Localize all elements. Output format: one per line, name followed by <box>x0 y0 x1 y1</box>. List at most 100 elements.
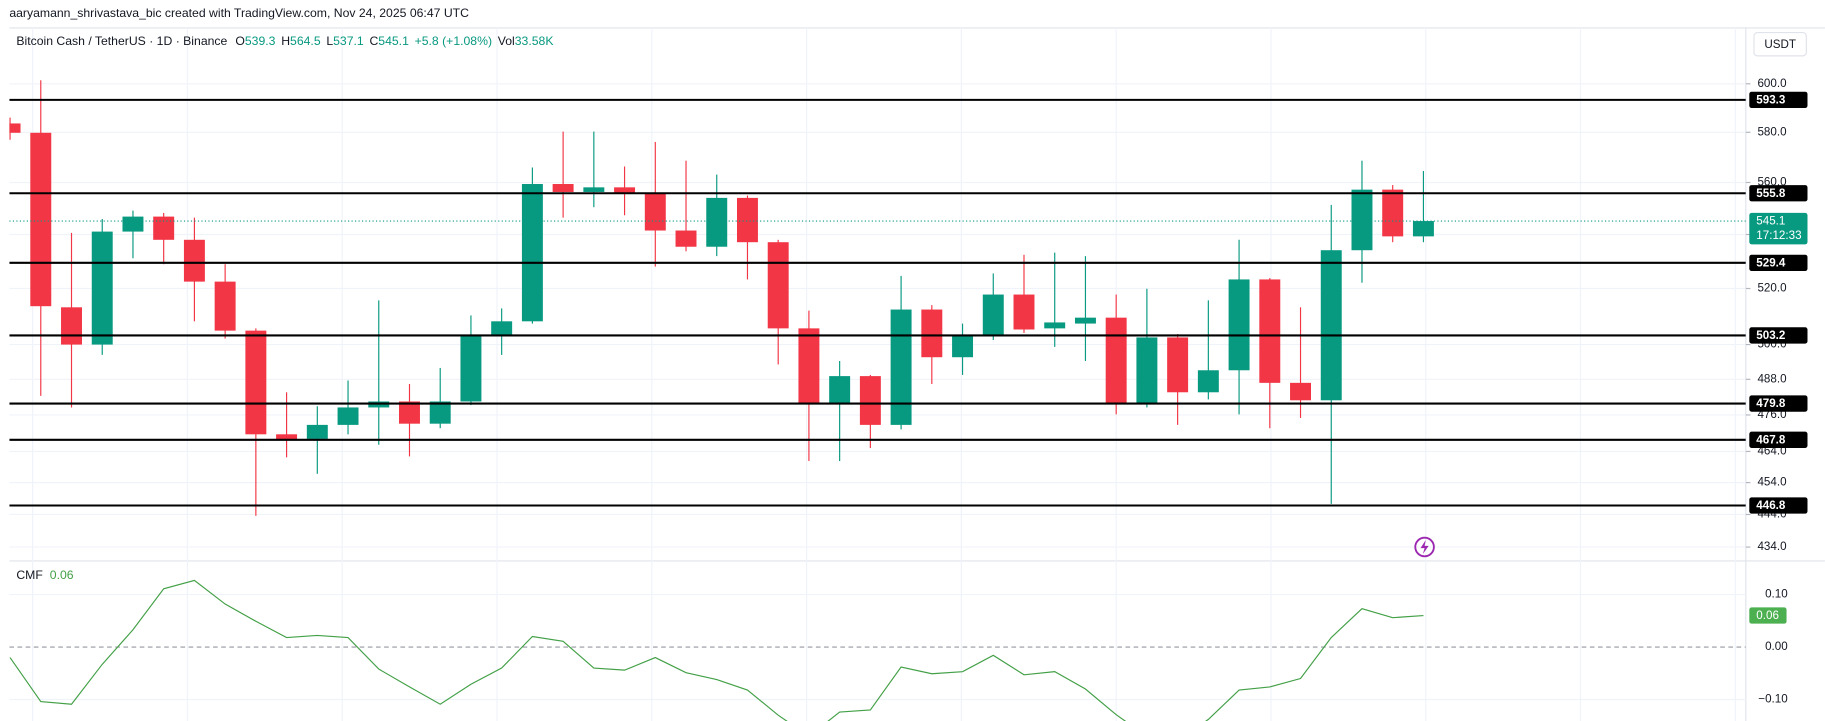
high-value: 564.5 <box>290 34 321 48</box>
y-tick-label: 580.0 <box>1757 125 1787 138</box>
candle-body <box>306 424 328 439</box>
candle-body <box>429 401 451 424</box>
cmf-line <box>9 579 1424 721</box>
candle-body <box>1044 322 1066 329</box>
candle-body <box>1290 382 1311 401</box>
cmf-tick-label: 0.10 <box>1765 588 1788 601</box>
candle-body <box>91 231 113 345</box>
cmf-tick-label: −0.10 <box>1758 693 1788 706</box>
candle-body <box>9 123 21 133</box>
volume: 33.58K <box>515 34 555 48</box>
candle-body <box>122 216 144 232</box>
vertical-grid <box>32 27 1736 721</box>
level-label-box <box>1749 185 1808 202</box>
current-price-label: 545.1 <box>1756 215 1785 228</box>
alert-icon[interactable] <box>1414 536 1435 558</box>
candle-body <box>337 407 359 425</box>
level-label: 529.4 <box>1756 257 1786 270</box>
candle-body <box>214 281 236 331</box>
candle-body <box>952 335 974 358</box>
cmf-pane <box>9 579 1746 721</box>
candle-body <box>921 309 943 358</box>
candle-body <box>61 307 82 345</box>
cmf-value: 0.06 <box>50 568 74 582</box>
candle-body <box>982 294 1004 336</box>
candle-body <box>460 335 482 402</box>
cmf-name: CMF <box>16 568 42 582</box>
y-tick-label: 600.0 <box>1757 77 1787 90</box>
countdown: 17:12:33 <box>1756 229 1801 242</box>
change: +5.8 (+1.08%) <box>415 34 492 48</box>
candle-body <box>736 197 758 243</box>
y-tick-label: 488.0 <box>1757 372 1787 385</box>
candle-body <box>552 184 574 192</box>
y-tick-label: 454.0 <box>1757 476 1787 489</box>
candle-body <box>675 230 697 247</box>
level-label-box <box>1749 395 1808 412</box>
cmf-legend: CMF 0.06 <box>16 568 73 582</box>
candle-body <box>1197 370 1219 393</box>
volume-label: Vol <box>498 34 515 48</box>
level-label: 479.8 <box>1756 397 1786 410</box>
y-tick-label: 434.0 <box>1757 540 1787 553</box>
close-value: 545.1 <box>378 34 409 48</box>
cmf-value-box <box>1749 607 1787 624</box>
low-value: 537.1 <box>333 34 364 48</box>
current-price-box <box>1749 212 1808 245</box>
candle-body <box>583 187 605 192</box>
cmf-tick-label: 0.00 <box>1765 640 1788 653</box>
candle-body <box>767 242 789 329</box>
candle-body <box>183 239 205 282</box>
candle-body <box>521 184 543 322</box>
candle-body <box>1351 189 1373 251</box>
low-label: L <box>326 34 333 48</box>
candle-body <box>491 321 513 336</box>
grid <box>9 83 1746 701</box>
candle-body <box>399 401 420 424</box>
legend: Bitcoin Cash / TetherUS · 1D · Binance O… <box>16 34 554 48</box>
candle-body <box>1412 221 1434 237</box>
open-label: O <box>235 34 245 48</box>
level-label: 503.2 <box>1756 329 1785 342</box>
price-pane <box>9 80 1746 516</box>
symbol: Bitcoin Cash / TetherUS · 1D · Binance <box>16 34 227 48</box>
level-label: 467.8 <box>1756 433 1786 446</box>
currency[interactable]: USDT <box>1764 38 1796 51</box>
candle-body <box>644 193 666 231</box>
candle-body <box>276 434 298 441</box>
level-label: 446.8 <box>1756 499 1786 512</box>
open-value: 539.3 <box>245 34 276 48</box>
currency-box[interactable] <box>1753 32 1807 57</box>
candle-body <box>706 197 728 247</box>
close-label: C <box>369 34 378 48</box>
level-label: 555.8 <box>1756 187 1786 200</box>
candle-body <box>1167 337 1189 393</box>
y-tick-label: 520.0 <box>1757 282 1787 295</box>
level-label-box <box>1749 497 1808 514</box>
candle-body <box>859 376 881 425</box>
level-label: 593.3 <box>1756 94 1786 107</box>
candle-body <box>1136 337 1158 404</box>
cmf-value-label: 0.06 <box>1756 609 1779 622</box>
level-label-box <box>1749 254 1808 272</box>
candle-body <box>614 187 636 194</box>
candle-body <box>1105 317 1127 404</box>
candle-body <box>153 216 175 240</box>
level-label-box <box>1749 327 1808 344</box>
candle-body <box>890 309 912 425</box>
credit: aaryamann_shrivastava_bic created with T… <box>9 6 469 20</box>
candle-body <box>1320 250 1342 401</box>
candle-body <box>30 132 52 307</box>
high-label: H <box>281 34 290 48</box>
candle-body <box>1259 279 1281 383</box>
level-label-box <box>1749 431 1808 448</box>
candle-body <box>1013 294 1035 330</box>
candle-body <box>798 328 820 403</box>
level-label-box <box>1749 91 1808 109</box>
candle-body <box>1228 279 1250 371</box>
candle-body <box>1074 317 1096 324</box>
candle-body <box>829 376 851 403</box>
candle-body <box>245 330 267 435</box>
